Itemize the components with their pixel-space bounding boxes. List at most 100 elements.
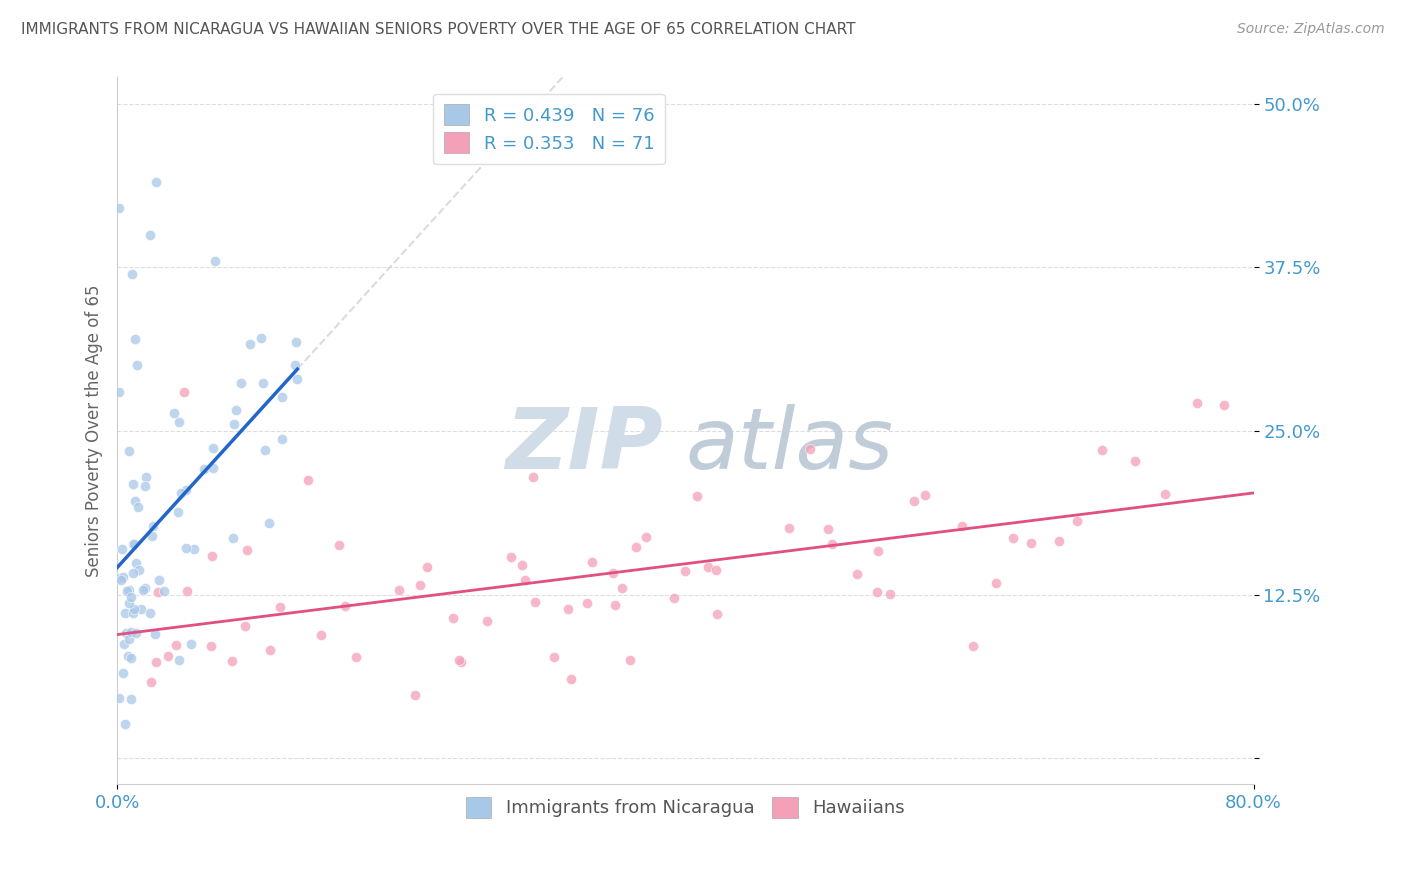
Point (706, 607, 728, 622)
Point (135, 470, 157, 484)
Point (122, 606, 145, 620)
Point (543, 650, 565, 665)
Point (270, 432, 292, 446)
Point (110, 573, 132, 587)
Point (821, 537, 844, 551)
Point (143, 627, 166, 641)
Point (1066, 514, 1088, 528)
Point (664, 591, 686, 605)
Point (120, 692, 142, 706)
Point (477, 615, 499, 629)
Legend: Immigrants from Nicaragua, Hawaiians: Immigrants from Nicaragua, Hawaiians (458, 789, 912, 825)
Point (269, 600, 291, 615)
Point (122, 477, 145, 491)
Point (132, 582, 155, 597)
Point (602, 566, 624, 581)
Text: atlas: atlas (685, 403, 893, 486)
Point (619, 653, 641, 667)
Point (1153, 487, 1175, 501)
Point (686, 489, 709, 503)
Point (817, 522, 839, 536)
Point (112, 569, 135, 583)
Point (950, 518, 973, 533)
Point (404, 689, 426, 703)
Point (167, 415, 190, 429)
Point (118, 444, 141, 458)
Point (344, 650, 367, 665)
Point (124, 332, 146, 346)
Point (127, 500, 149, 514)
Text: ZIP: ZIP (505, 403, 662, 486)
Point (224, 417, 246, 432)
Point (145, 175, 167, 189)
Point (114, 606, 136, 620)
Text: Source: ZipAtlas.com: Source: ZipAtlas.com (1237, 22, 1385, 37)
Point (201, 549, 224, 563)
Point (129, 602, 152, 616)
Text: IMMIGRANTS FROM NICARAGUA VS HAWAIIAN SENIORS POVERTY OVER THE AGE OF 65 CORRELA: IMMIGRANTS FROM NICARAGUA VS HAWAIIAN SE… (21, 22, 856, 37)
Point (252, 376, 274, 390)
Point (138, 606, 160, 620)
Point (1001, 531, 1024, 545)
Point (174, 483, 197, 498)
Point (271, 390, 294, 404)
Point (166, 505, 188, 519)
Point (200, 639, 222, 653)
Point (221, 654, 243, 668)
Point (111, 542, 134, 557)
Point (879, 587, 901, 601)
Point (124, 494, 146, 508)
Point (522, 470, 544, 484)
Point (167, 653, 190, 667)
Point (523, 595, 546, 609)
Point (163, 407, 186, 421)
Point (115, 583, 138, 598)
Point (176, 584, 198, 599)
Point (165, 638, 187, 652)
Point (285, 335, 308, 350)
Point (170, 486, 193, 500)
Point (250, 331, 273, 345)
Point (799, 442, 821, 456)
Point (108, 384, 131, 399)
Point (156, 648, 179, 663)
Point (115, 626, 138, 640)
Point (107, 691, 129, 706)
Point (778, 521, 800, 535)
Point (145, 655, 167, 669)
Point (180, 637, 202, 651)
Point (581, 555, 603, 569)
Point (443, 611, 465, 625)
Point (557, 602, 579, 616)
Point (128, 563, 150, 577)
Point (914, 488, 936, 502)
Point (1187, 396, 1209, 410)
Point (134, 581, 156, 595)
Point (499, 549, 522, 564)
Point (141, 529, 163, 543)
Point (193, 462, 215, 476)
Point (297, 474, 319, 488)
Point (225, 402, 247, 417)
Point (1123, 454, 1146, 468)
Point (120, 650, 142, 665)
Point (253, 443, 276, 458)
Point (866, 544, 889, 558)
Point (134, 478, 156, 492)
Point (222, 531, 245, 545)
Point (903, 493, 925, 508)
Point (449, 653, 471, 667)
Point (117, 649, 139, 664)
Point (515, 574, 537, 588)
Point (120, 590, 142, 604)
Point (152, 583, 174, 598)
Point (846, 566, 869, 581)
Point (866, 585, 889, 599)
Point (146, 585, 169, 599)
Point (183, 542, 205, 557)
Point (148, 573, 170, 587)
Point (575, 596, 598, 610)
Point (984, 576, 1007, 591)
Point (108, 571, 131, 585)
Point (229, 376, 252, 390)
